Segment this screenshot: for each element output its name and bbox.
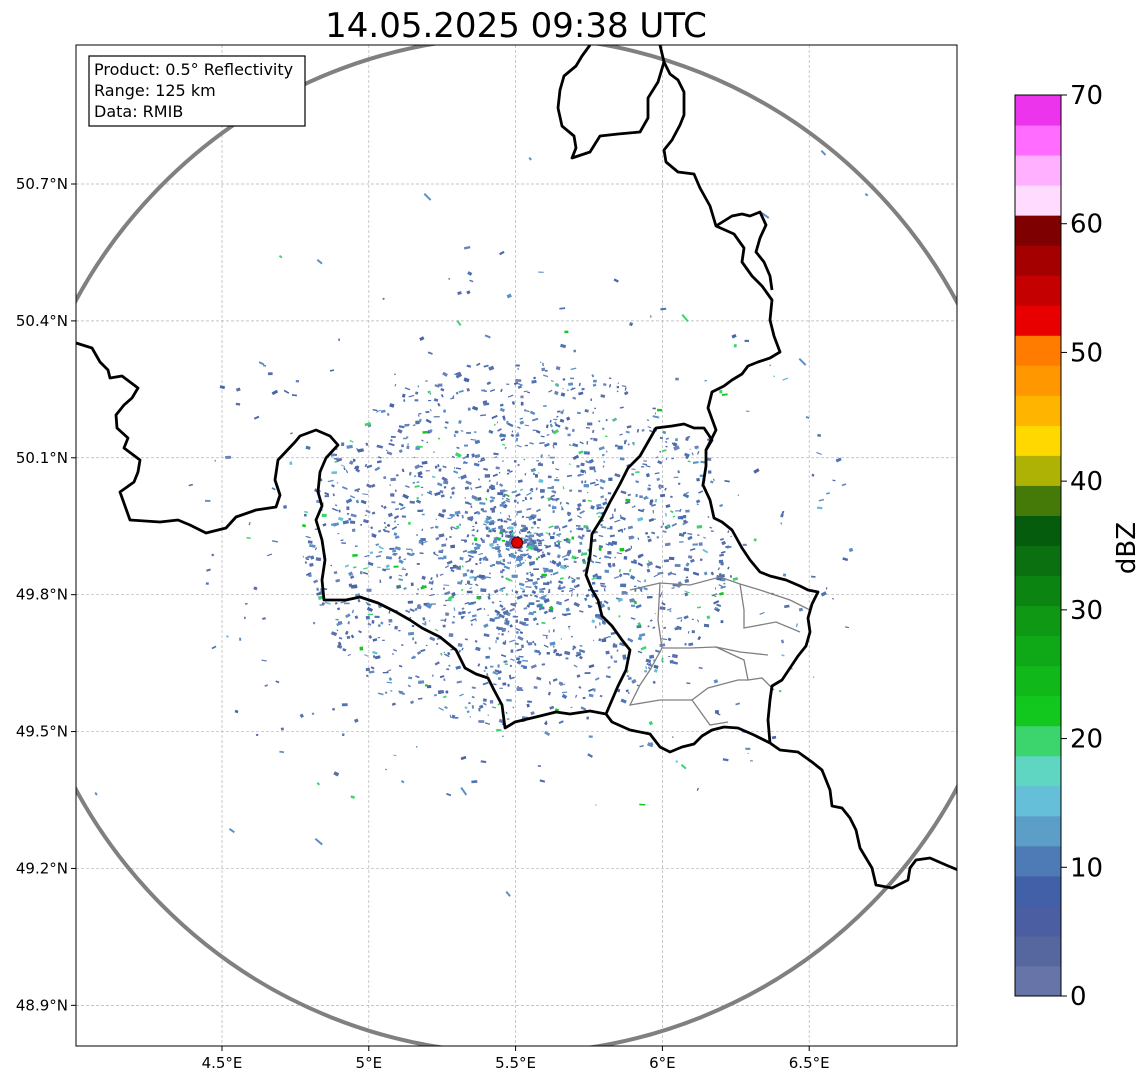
info-range: Range: 125 km xyxy=(94,81,216,100)
lon-tick-label: 6°E xyxy=(649,1054,676,1072)
colorbar-swatch xyxy=(1015,785,1061,817)
colorbar-swatch xyxy=(1015,275,1061,306)
colorbar-swatch xyxy=(1015,815,1061,847)
colorbar-tick-label: 40 xyxy=(1070,467,1103,497)
lat-tick-label: 50.4°N xyxy=(16,312,68,330)
colorbar-swatch xyxy=(1015,185,1061,216)
reflectivity-echoes xyxy=(94,150,869,897)
lat-tick-label: 49.2°N xyxy=(16,859,68,877)
lat-tick-label: 50.1°N xyxy=(16,449,68,467)
colorbar-swatch xyxy=(1015,635,1061,667)
colorbar-swatch xyxy=(1015,125,1061,156)
colorbar-label: dBZ xyxy=(1112,522,1142,574)
lon-tick-label: 6.5°E xyxy=(789,1054,830,1072)
admin-border-6 xyxy=(691,679,748,701)
colorbar-swatch xyxy=(1015,545,1061,577)
lat-tick-label: 50.7°N xyxy=(16,175,68,193)
admin-border-4 xyxy=(628,647,729,726)
colorbar-swatch xyxy=(1015,605,1061,637)
map-frame xyxy=(75,44,958,1047)
colorbar-ticks: 0 10 20 30 40 50 60 70 xyxy=(1061,81,1103,1012)
colorbar-swatch xyxy=(1015,875,1061,907)
colorbar-swatch xyxy=(1015,335,1061,366)
colorbar-swatch xyxy=(1015,725,1061,757)
colorbar-tick-label: 30 xyxy=(1070,596,1103,626)
colorbar-swatch xyxy=(1015,905,1061,937)
border-north-east xyxy=(658,45,782,451)
radar-site-marker xyxy=(511,536,524,549)
admin-border-3 xyxy=(739,583,801,633)
colorbar-swatch xyxy=(1015,305,1061,336)
colorbar-swatches xyxy=(1015,95,1061,997)
colorbar-swatch xyxy=(1015,965,1061,997)
colorbar-swatch xyxy=(1015,365,1061,396)
colorbar-swatch xyxy=(1015,515,1061,546)
colorbar-tick-label: 50 xyxy=(1070,338,1103,368)
colorbar-tick-label: 0 xyxy=(1070,982,1087,1012)
colorbar-swatch xyxy=(1015,695,1061,727)
colorbar-frame xyxy=(1014,94,1062,997)
latitude-axis: 50.7°N 50.4°N 50.1°N 49.8°N 49.5°N 49.2°N 48.9… xyxy=(16,175,76,1014)
colorbar-tick-label: 10 xyxy=(1070,853,1103,883)
graticule xyxy=(76,45,957,1046)
lat-tick-label: 49.5°N xyxy=(16,723,68,741)
country-borders xyxy=(76,45,957,890)
admin-border-1 xyxy=(629,576,811,611)
colorbar-swatch xyxy=(1015,845,1061,877)
colorbar-swatch xyxy=(1015,455,1061,486)
border-north xyxy=(556,45,666,160)
admin-borders xyxy=(628,576,811,726)
colorbar-tick-label: 20 xyxy=(1070,725,1103,755)
colorbar-swatch xyxy=(1015,155,1061,186)
colorbar-swatch xyxy=(1015,395,1061,426)
colorbar-swatch xyxy=(1015,665,1061,697)
border-north-east-2 xyxy=(715,210,774,291)
colorbar-swatch xyxy=(1015,425,1061,456)
colorbar-swatch xyxy=(1015,575,1061,607)
lon-tick-label: 5.5°E xyxy=(495,1054,536,1072)
admin-border-2 xyxy=(657,582,769,656)
colorbar-tick-label: 70 xyxy=(1070,81,1103,111)
lon-tick-label: 5°E xyxy=(356,1054,383,1072)
colorbar: 0 10 20 30 40 50 60 70 dBZ xyxy=(1014,81,1142,1012)
lat-tick-label: 48.9°N xyxy=(16,996,68,1014)
colorbar-swatch xyxy=(1015,485,1061,516)
longitude-axis: 4.5°E 5°E 5.5°E 6°E 6.5°E xyxy=(202,1046,830,1072)
map-title: 14.05.2025 09:38 UTC xyxy=(325,6,707,46)
info-data-source: Data: RMIB xyxy=(94,102,183,121)
info-box-frame xyxy=(88,55,306,127)
lat-tick-label: 49.8°N xyxy=(16,586,68,604)
colorbar-swatch xyxy=(1015,95,1061,126)
colorbar-tick-label: 60 xyxy=(1070,210,1103,240)
info-product: Product: 0.5° Reflectivity xyxy=(94,60,293,79)
colorbar-swatch xyxy=(1015,755,1061,787)
colorbar-swatch xyxy=(1015,215,1061,246)
colorbar-swatch xyxy=(1015,935,1061,967)
colorbar-swatch xyxy=(1015,245,1061,276)
info-box: Product: 0.5° Reflectivity Range: 125 km… xyxy=(88,55,306,127)
lon-tick-label: 4.5°E xyxy=(202,1054,243,1072)
border-south xyxy=(76,341,957,890)
